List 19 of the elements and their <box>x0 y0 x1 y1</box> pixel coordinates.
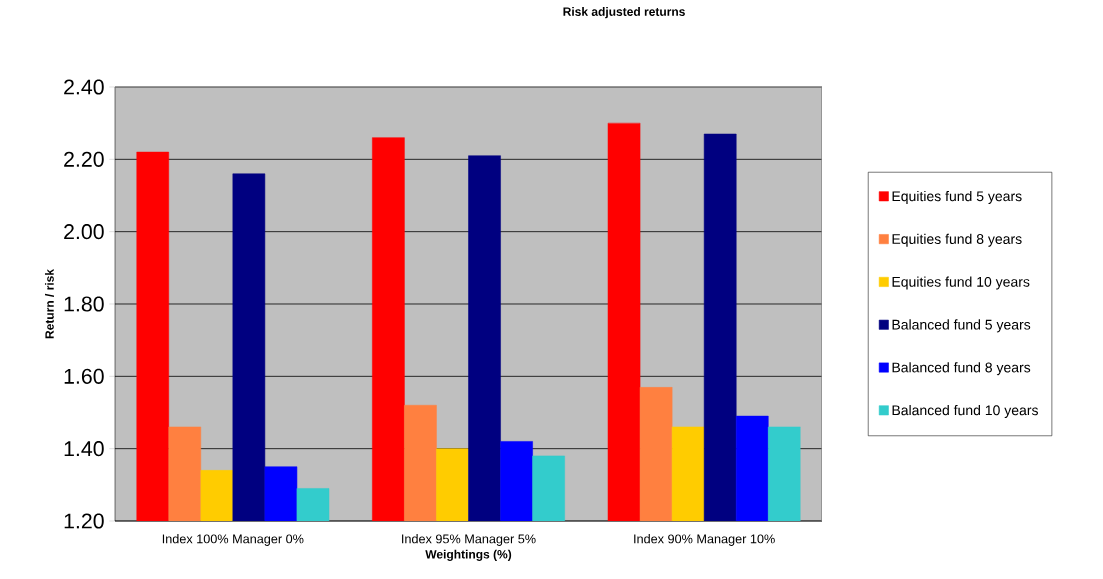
y-tick-label: 1.20 <box>64 513 104 529</box>
chart-title: Risk adjusted returns <box>563 7 685 19</box>
y-tick-label: 2.20 <box>64 151 104 167</box>
y-tick-label: 1.60 <box>64 368 104 384</box>
x-axis-title: Weightings (%) <box>425 549 512 561</box>
legend-label: Balanced fund 8 years <box>892 362 1031 376</box>
y-tick-label: 2.40 <box>64 79 104 95</box>
legend-label: Balanced fund 5 years <box>892 319 1031 333</box>
y-axis-title: Return / risk <box>44 268 54 339</box>
legend-label: Equities fund 10 years <box>892 276 1030 290</box>
y-tick-label: 2.00 <box>64 224 104 240</box>
legend-label: Balanced fund 10 years <box>892 404 1038 419</box>
x-tick-label: Index 95% Manager 5% <box>402 534 536 546</box>
x-tick-label: Index 90% Manager 10% <box>634 534 775 546</box>
y-tick-label: 1.80 <box>64 296 104 312</box>
x-tick-label: Index 100% Manager 0% <box>162 534 304 546</box>
legend-label: Equities fund 5 years <box>892 190 1022 204</box>
y-tick-label: 1.40 <box>64 441 104 457</box>
legend-label: Equities fund 8 years <box>892 233 1022 247</box>
